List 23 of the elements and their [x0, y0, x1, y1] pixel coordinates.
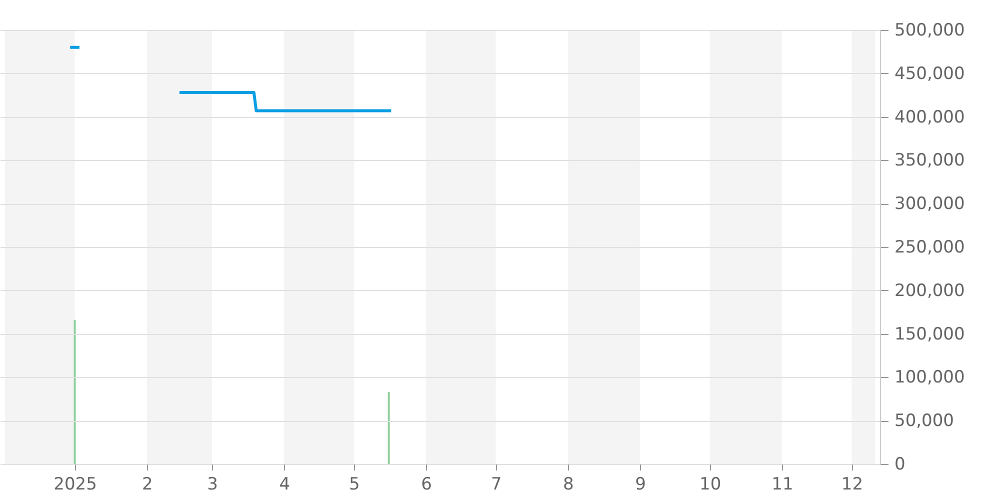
x-tick-label: 4 [279, 474, 290, 494]
y-tick-label: 400,000 [894, 107, 965, 128]
y-tick-label: 300,000 [894, 194, 965, 214]
y-tick-label: 350,000 [894, 150, 965, 171]
x-tick-label: 7 [490, 474, 502, 494]
y-tick-label: 100,000 [894, 368, 965, 388]
x-tick-label: 8 [563, 474, 574, 494]
x-tick-label: 5 [349, 474, 360, 494]
x-tick-label: 2 [142, 474, 153, 494]
x-tick-label: 9 [635, 474, 646, 494]
y-tick-label: 200,000 [894, 280, 965, 301]
x-tick-label: 6 [421, 474, 432, 494]
x-tick-label: 12 [841, 474, 864, 494]
x-tick-label: 2025 [54, 474, 97, 494]
y-tick-label: 0 [894, 454, 906, 474]
y-tick-label: 500,000 [894, 20, 965, 40]
y-tick-label: 50,000 [894, 411, 954, 432]
x-tick-label: 10 [700, 474, 722, 494]
y-tick-label: 250,000 [894, 238, 965, 258]
y-tick-label: 450,000 [894, 64, 965, 84]
x-tick-label: 11 [772, 474, 794, 494]
y-tick-label: 150,000 [894, 324, 965, 344]
x-tick-label: 3 [207, 474, 218, 494]
